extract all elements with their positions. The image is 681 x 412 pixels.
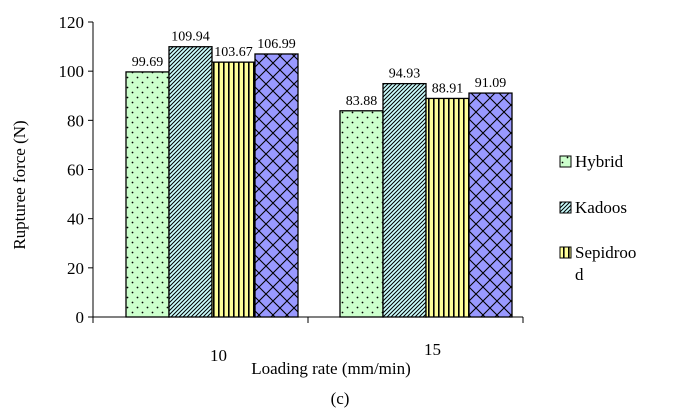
data-label: 94.93 — [389, 67, 421, 82]
x-tick-label: 10 — [210, 346, 227, 365]
y-axis-label: Rupturee force (N) — [10, 120, 29, 249]
y-tick-label: 0 — [76, 308, 85, 327]
y-tick-label: 80 — [67, 111, 84, 130]
y-tick-label: 120 — [59, 13, 85, 32]
y-tick-label: 20 — [67, 259, 84, 278]
legend-label-hybrid: Hybrid — [575, 152, 624, 171]
legend-label-sepidrood-line1: Sepidroo — [575, 243, 636, 262]
bars — [125, 46, 513, 318]
legend-swatch-hybrid — [559, 155, 572, 168]
legend-swatch-kadoos — [559, 201, 572, 214]
y-tick-label: 40 — [67, 210, 84, 229]
bar — [339, 110, 384, 318]
legend-swatch-sepidrood — [559, 246, 572, 259]
bar — [254, 53, 299, 318]
x-tick-label: 15 — [424, 340, 441, 359]
data-label: 103.67 — [214, 45, 253, 60]
bar — [125, 71, 170, 318]
legend-label-sepidrood-line2: d — [575, 265, 584, 284]
bar — [382, 82, 427, 318]
data-label: 91.09 — [475, 76, 507, 91]
figure-caption: (c) — [331, 389, 350, 408]
x-axis-label: Loading rate (mm/min) — [251, 359, 411, 378]
data-label: 83.88 — [346, 94, 378, 109]
legend: Hybrid Kadoos Sepidroo d — [559, 152, 636, 284]
y-tick-label: 100 — [59, 62, 85, 81]
bar — [468, 92, 513, 318]
data-label: 99.69 — [132, 55, 164, 70]
bar — [211, 61, 256, 318]
bar — [425, 97, 470, 318]
data-labels: 99.69 83.88 109.94 94.93 103.67 88.91 106.99 91… — [132, 30, 507, 109]
axes: 0 20 40 60 80 100 120 10 15 — [59, 13, 524, 365]
bar — [168, 46, 213, 318]
data-label: 88.91 — [432, 81, 464, 96]
y-tick-label: 60 — [67, 161, 84, 180]
data-label: 106.99 — [257, 37, 296, 52]
legend-label-kadoos: Kadoos — [575, 198, 627, 217]
data-label: 109.94 — [171, 30, 210, 45]
